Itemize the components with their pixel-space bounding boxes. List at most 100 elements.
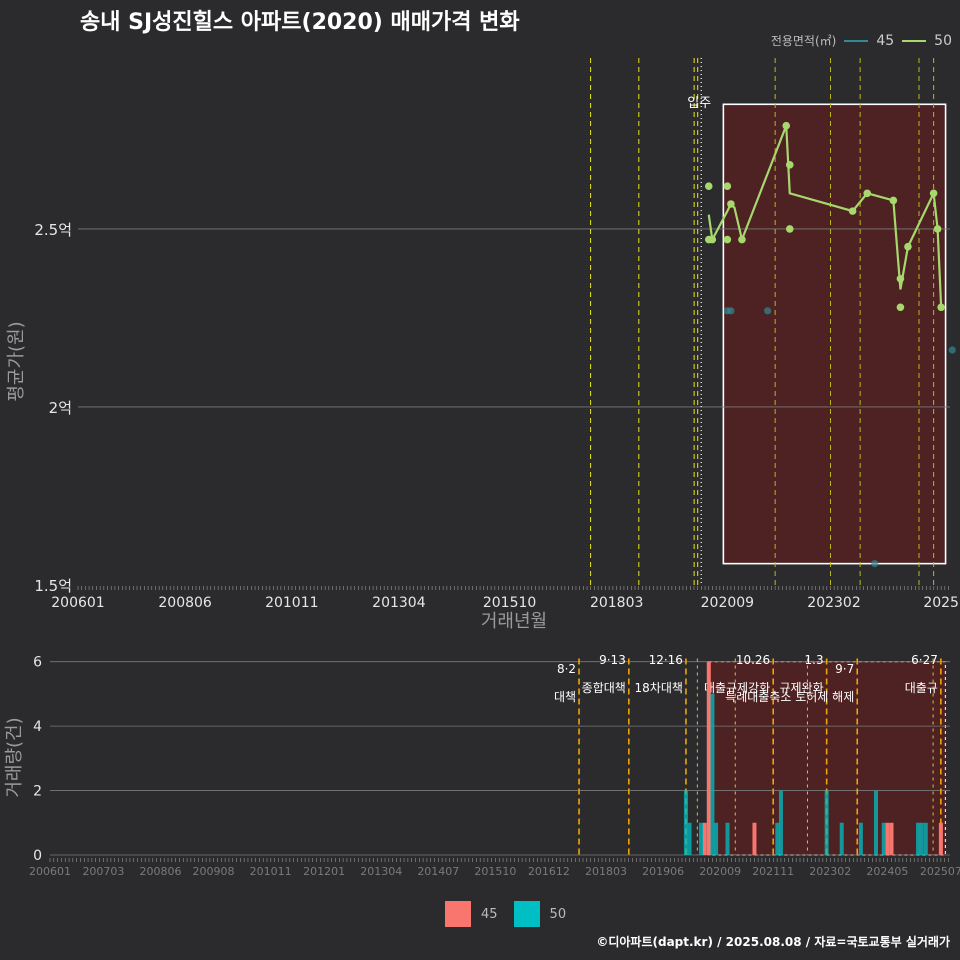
y-axis-title: 평균가(원) [6,321,27,401]
legend-swatch-50 [513,901,540,927]
point-50 [904,242,912,251]
point-50 [785,161,794,169]
bar-45 [938,822,943,855]
bar-45 [752,822,757,855]
bar-50 [858,822,863,855]
point-50 [738,235,746,244]
bar-x-tick-label: 202009 [699,865,741,878]
bar-50 [687,822,692,855]
policy-name: 규제완화 [779,681,823,695]
legend-label-50: 50 [934,32,952,49]
bar-50 [916,822,921,855]
policy-date: 9·7 [835,662,854,676]
point-50 [929,189,938,198]
policy-date: 10.26 [736,653,770,667]
point-50 [727,200,735,208]
legend-top: 전용면적(㎡) 45 50 [771,32,952,49]
bar-50 [919,822,924,855]
highlight-box [722,103,947,565]
bar-x-tick-label: 200908 [193,865,235,878]
x-tick-label: 200601 [51,595,104,611]
point-50 [704,182,713,190]
y-tick-label: 2.5억 [34,221,72,239]
bar-x-tick-label: 200806 [140,865,182,878]
bar-50 [824,790,829,855]
bar-50 [725,822,730,855]
x-tick-label: 201011 [265,595,318,611]
point-45 [727,307,735,315]
bar-x-tick-label: 201612 [528,865,570,878]
bar-50 [923,822,928,855]
policy-date: 9·13 [599,653,626,667]
x-tick-label: 202009 [701,595,754,611]
policy-name: 대출규 [905,681,938,695]
bar-x-tick-label: 202111 [752,865,794,878]
point-50 [723,182,732,190]
bar-50 [873,790,878,855]
y-tick-label: 1.5억 [34,577,72,595]
bar-x-tick-label: 202507 [920,865,960,878]
policy-name: 특례대출축소 토허제 해제 [725,690,854,704]
point-50 [937,303,945,312]
bar-50 [775,822,780,855]
bar-y-tick-label: 2 [33,784,42,800]
policy-name: 18차대책 [635,680,683,695]
point-50 [889,196,898,205]
x-tick-label: 201510 [483,595,536,611]
bar-45 [702,822,707,855]
point-50 [785,225,794,233]
bar-y-axis-title: 거래량(건) [4,717,25,797]
point-50 [896,274,905,283]
legend-bottom-label-45: 45 [481,906,498,922]
legend-swatch-45 [445,901,471,927]
legend-line-45 [844,39,869,42]
bar-45 [889,822,894,855]
bar-x-tick-label: 201906 [642,865,684,878]
policy-name: 대책 [554,689,576,704]
point-50 [708,235,717,244]
x-tick-label: 202302 [807,595,860,611]
bar-50 [881,822,886,855]
point-50 [723,235,732,244]
line-50 [707,125,943,308]
legend-top-title: 전용면적(㎡) [770,34,837,48]
bar-50 [778,790,783,855]
bar-x-tick-label: 201510 [474,865,516,878]
bar-45 [706,661,711,855]
point-50 [863,189,872,198]
x-tick-label: 201304 [372,595,426,611]
bar-x-tick-label: 200703 [82,865,124,878]
legend-line-50 [902,39,927,42]
legend-label-45: 45 [876,32,895,49]
x-tick-label: 2025 [923,595,959,611]
bar-50 [714,822,719,855]
bar-50 [839,822,844,855]
bar-x-tick-label: 202405 [866,865,908,878]
bar-50 [710,693,715,855]
movein-label: 입주 [687,96,711,111]
point-50 [848,207,857,215]
bar-y-tick-label: 6 [33,655,42,671]
legend-bottom: 45 50 [445,901,566,927]
bar-x-tick-label: 201407 [417,865,459,878]
bar-x-tick-label: 201201 [303,865,345,878]
x-axis-title: 거래년월 [481,611,547,632]
footer-credit: ©디아파트(dapt.kr) / 2025.08.08 / 자료=국토교통부 실… [596,935,950,949]
bar-x-tick-label: 201011 [250,865,292,878]
bar-x-tick-label: 202302 [809,865,851,878]
bar-x-tick-label: 200601 [29,865,71,878]
bar-x-tick-label: 201803 [585,865,627,878]
policy-date: 8·2 [557,662,576,676]
policy-name: 대출규제강화 [704,681,770,695]
point-50 [896,303,905,312]
legend-bottom-label-50: 50 [549,906,567,922]
chart-title: 송내 SJ성진힐스 아파트(2020) 매매가격 변화 [80,10,520,35]
bar-y-tick-label: 0 [33,848,42,864]
policy-name: 종합대책 [582,680,626,695]
bar-50 [683,790,688,855]
policy-date: 1.3 [805,653,824,667]
policy-date: 6·27 [911,653,938,667]
bar-50 [699,822,704,855]
point-45 [871,560,879,568]
